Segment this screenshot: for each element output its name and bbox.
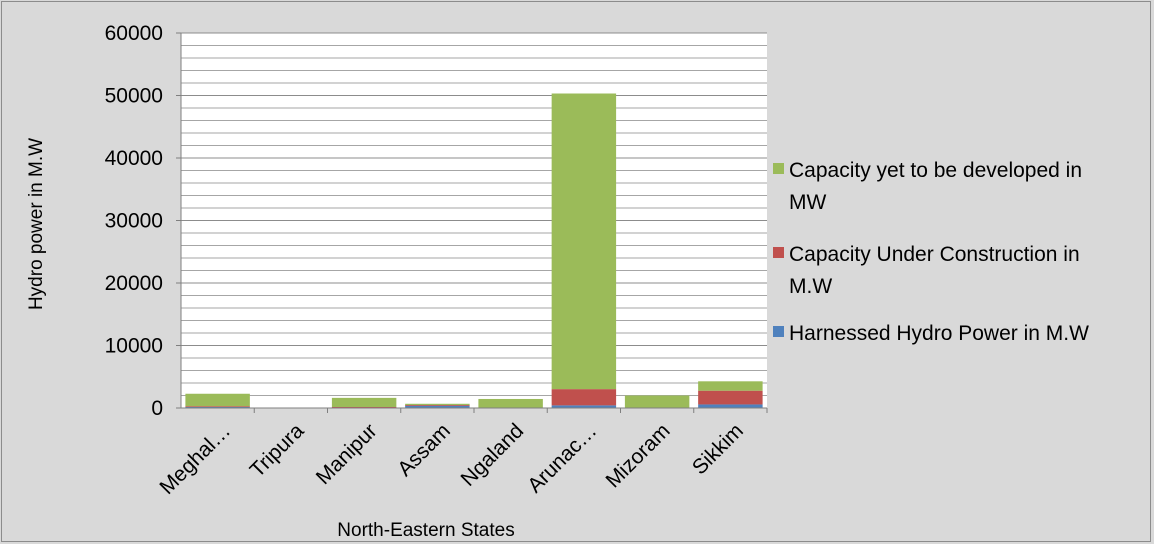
- bar-segment: [185, 393, 250, 407]
- bar-segment: [405, 403, 470, 406]
- bar-segment: [331, 397, 397, 407]
- x-tick-label: Ngaland: [457, 419, 529, 491]
- y-tick-label: 50000: [105, 85, 163, 108]
- legend-label: MW: [789, 191, 826, 214]
- bar-segment: [405, 405, 470, 408]
- x-axis-title: North-Eastern States: [337, 520, 514, 541]
- bar-segment: [551, 405, 617, 408]
- x-tick-label: Sikkim: [688, 419, 748, 479]
- y-tick-label: 30000: [105, 210, 163, 233]
- bar-segment: [185, 406, 250, 408]
- legend-swatch: [773, 326, 784, 337]
- bar-segment: [698, 390, 763, 405]
- x-tick-label: Meghal…: [155, 419, 235, 499]
- y-tick-label: 60000: [105, 22, 163, 45]
- bar-segment: [698, 404, 763, 408]
- gridlines: [181, 32, 767, 408]
- bar-segment: [624, 395, 690, 408]
- bar-segment: [698, 381, 763, 391]
- bar-segment: [331, 407, 397, 408]
- y-axis-title: Hydro power in M.W: [26, 138, 47, 310]
- legend: Capacity yet to be developed in MW Capacit…: [773, 159, 1089, 345]
- x-tick-label: Manipur: [312, 419, 382, 489]
- legend-label: Capacity yet to be developed in: [789, 159, 1082, 182]
- legend-label: Capacity Under Construction in: [789, 243, 1080, 266]
- bar-segment: [405, 405, 470, 406]
- legend-swatch: [773, 247, 784, 258]
- bar-segment: [551, 93, 617, 390]
- bar-segment: [551, 389, 617, 406]
- bar-segment: [478, 398, 543, 408]
- x-tick-label: Tripura: [246, 419, 309, 482]
- bars: [185, 93, 763, 409]
- legend-label: Harnessed Hydro Power in M.W: [789, 322, 1089, 345]
- x-tick-label: Mizoram: [601, 419, 674, 492]
- y-tick-label: 20000: [105, 272, 163, 295]
- y-tick-label: 10000: [105, 335, 163, 358]
- x-tick-label: Assam: [393, 419, 455, 481]
- legend-label: M.W: [789, 275, 832, 298]
- y-tick-label: 40000: [105, 147, 163, 170]
- y-tick-label: 0: [151, 397, 163, 420]
- x-tick-label: Arunac…: [523, 419, 601, 497]
- legend-swatch: [773, 163, 784, 174]
